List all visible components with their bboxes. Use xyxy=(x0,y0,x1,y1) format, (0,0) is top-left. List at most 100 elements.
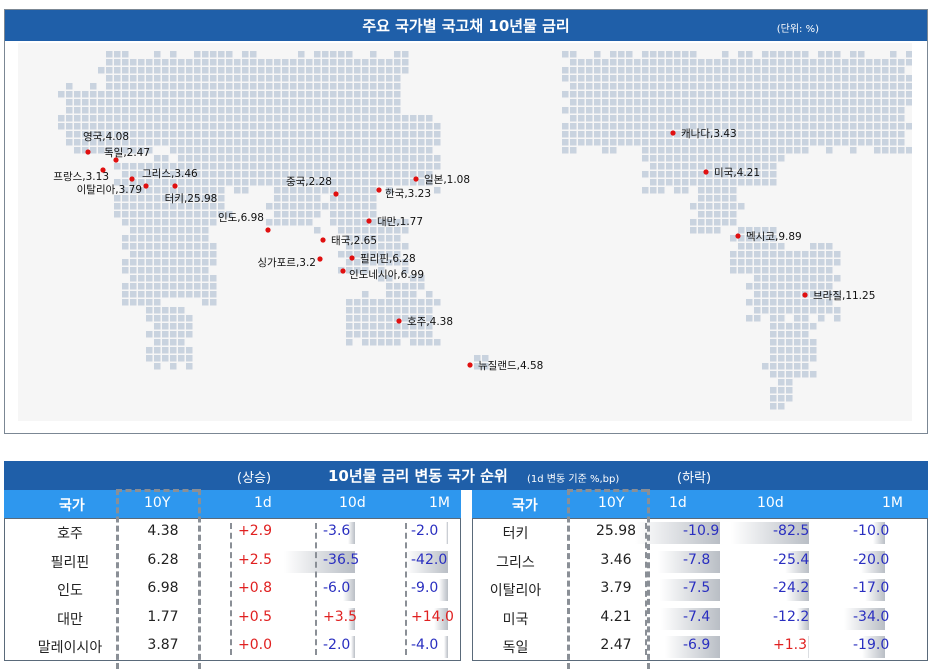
land-tile xyxy=(282,75,289,82)
land-tile xyxy=(770,123,777,130)
land-tile xyxy=(322,51,329,58)
change-bar xyxy=(343,579,355,601)
land-tile xyxy=(362,59,369,66)
land-tile xyxy=(410,275,417,282)
land-tile xyxy=(122,163,129,170)
land-tile xyxy=(690,75,697,82)
land-tile xyxy=(234,155,241,162)
land-tile xyxy=(794,339,801,346)
land-tile xyxy=(186,179,193,186)
land-tile xyxy=(386,243,393,250)
land-tile xyxy=(394,235,401,242)
cell-m1: -4.0 xyxy=(411,637,439,653)
land-tile xyxy=(378,227,385,234)
land-tile xyxy=(834,139,841,146)
land-tile xyxy=(202,211,209,218)
land-tile xyxy=(146,179,153,186)
land-tile xyxy=(762,243,769,250)
land-tile xyxy=(210,155,217,162)
land-tile xyxy=(626,59,633,66)
land-tile xyxy=(242,179,249,186)
land-tile xyxy=(826,243,833,250)
land-tile xyxy=(202,283,209,290)
land-tile xyxy=(290,155,297,162)
land-tile xyxy=(186,163,193,170)
land-tile xyxy=(386,171,393,178)
land-tile xyxy=(66,83,73,90)
land-tile xyxy=(322,203,329,210)
land-tile xyxy=(354,211,361,218)
land-tile xyxy=(794,99,801,106)
land-tile xyxy=(170,187,177,194)
land-tile xyxy=(770,243,777,250)
highlight-frame-edge xyxy=(647,489,650,669)
land-tile xyxy=(666,67,673,74)
map-title-bar: 주요 국가별 국고채 10년물 금리 (단위: %) xyxy=(5,10,927,41)
land-tile xyxy=(890,67,897,74)
land-tile xyxy=(578,83,585,90)
land-tile xyxy=(810,259,817,266)
land-tile xyxy=(130,83,137,90)
change-bar xyxy=(660,607,720,630)
land-tile xyxy=(378,179,385,186)
land-tile xyxy=(234,107,241,114)
land-tile xyxy=(154,99,161,106)
land-tile xyxy=(898,59,905,66)
land-tile xyxy=(362,99,369,106)
land-tile xyxy=(378,59,385,66)
land-tile xyxy=(898,115,905,122)
land-tile xyxy=(370,299,377,306)
land-tile xyxy=(202,75,209,82)
land-tile xyxy=(610,75,617,82)
land-tile xyxy=(90,99,97,106)
land-tile xyxy=(346,163,353,170)
land-tile xyxy=(658,83,665,90)
land-tile xyxy=(122,123,129,130)
land-tile xyxy=(298,131,305,138)
land-tile xyxy=(386,147,393,154)
land-tile xyxy=(810,91,817,98)
land-tile xyxy=(250,123,257,130)
land-tile xyxy=(362,339,369,346)
land-tile xyxy=(362,195,369,202)
land-tile xyxy=(130,251,137,258)
land-tile xyxy=(250,59,257,66)
cell-d1: -10.9 xyxy=(683,523,720,539)
land-tile xyxy=(618,51,625,58)
land-tile xyxy=(722,115,729,122)
land-tile xyxy=(314,187,321,194)
land-tile xyxy=(66,115,73,122)
land-tile xyxy=(626,107,633,114)
land-tile xyxy=(346,211,353,218)
land-tile xyxy=(402,331,409,338)
land-tile xyxy=(770,83,777,90)
land-tile xyxy=(770,115,777,122)
land-tile xyxy=(666,163,673,170)
land-tile xyxy=(266,115,273,122)
cell-m1: -10.0 xyxy=(853,523,890,539)
land-tile xyxy=(834,59,841,66)
land-tile xyxy=(130,211,137,218)
land-tile xyxy=(330,91,337,98)
land-tile xyxy=(362,171,369,178)
marker-필리핀 xyxy=(349,255,355,261)
land-tile xyxy=(586,91,593,98)
land-tile xyxy=(322,99,329,106)
land-tile xyxy=(722,219,729,226)
land-tile xyxy=(394,219,401,226)
land-tile xyxy=(770,235,777,242)
land-tile xyxy=(346,219,353,226)
land-tile xyxy=(594,131,601,138)
land-tile xyxy=(642,187,649,194)
land-tile xyxy=(90,91,97,98)
land-tile xyxy=(682,171,689,178)
marker-영국 xyxy=(85,149,91,155)
land-tile xyxy=(282,195,289,202)
cell-y10: 4.21 xyxy=(600,608,632,625)
land-tile xyxy=(394,251,401,258)
land-tile xyxy=(610,131,617,138)
land-tile xyxy=(290,123,297,130)
land-tile xyxy=(666,107,673,114)
land-tile xyxy=(594,115,601,122)
land-tile xyxy=(810,291,817,298)
